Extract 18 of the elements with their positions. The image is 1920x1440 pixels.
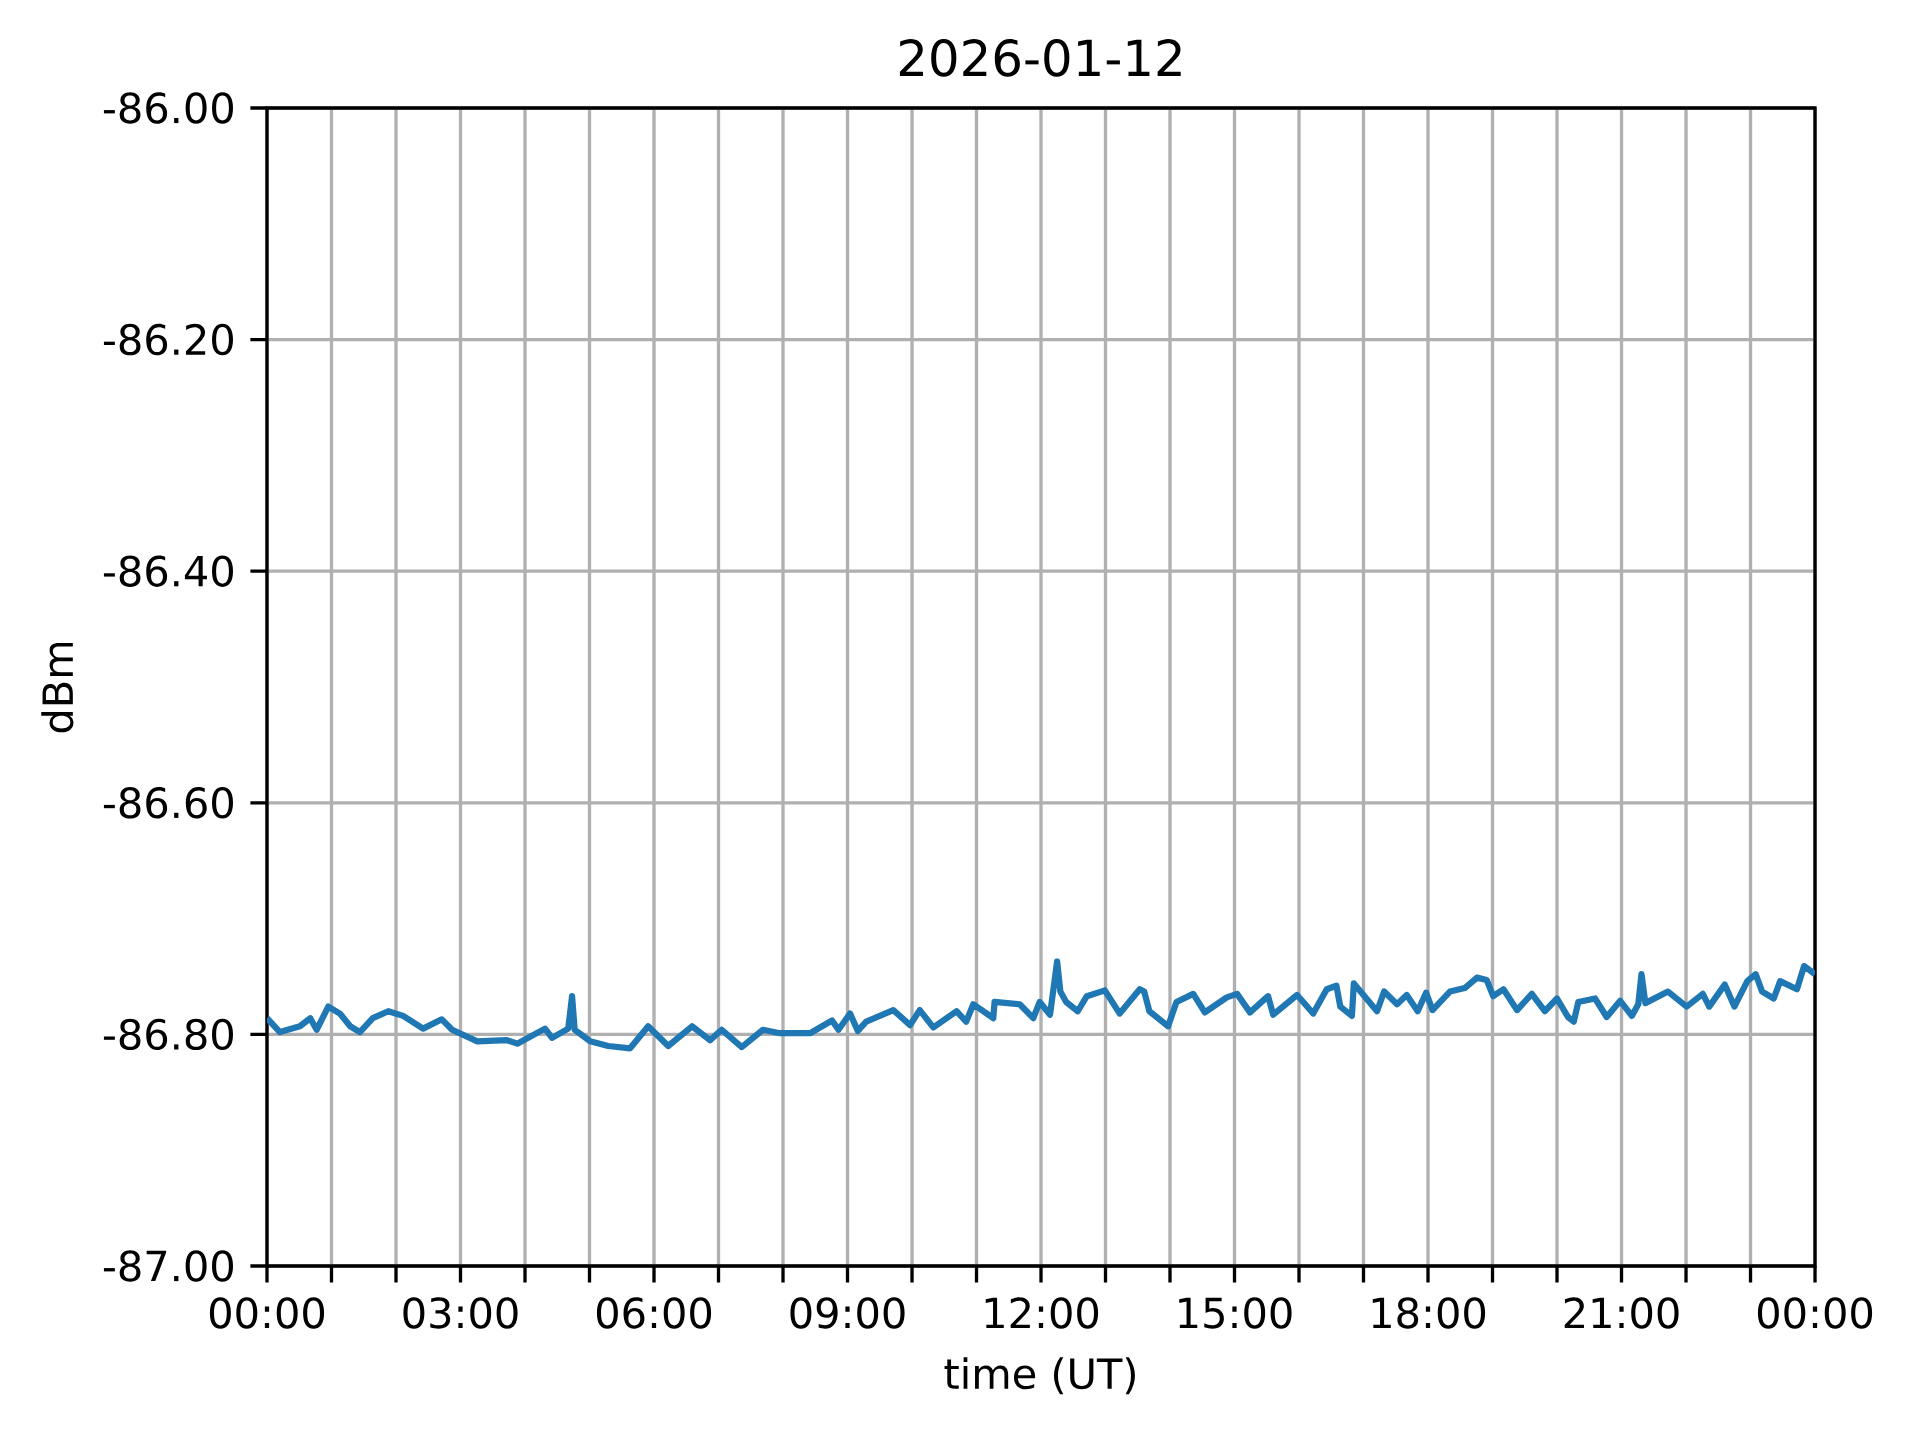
x-tick-label: 18:00 (1372, 1297, 1486, 1329)
x-tick-label: 09:00 (790, 1297, 905, 1329)
y-tick-label: -86.40 (103, 555, 233, 587)
x-tick-label: 21:00 (1564, 1297, 1679, 1329)
y-tick-label: -86.60 (103, 787, 233, 819)
x-tick-label: 03:00 (403, 1297, 518, 1329)
x-tick-label: 00:00 (1757, 1297, 1873, 1329)
y-tick-label: -86.20 (103, 323, 233, 356)
x-tick-label: 12:00 (985, 1297, 1099, 1329)
y-axis-title: dBm (41, 642, 74, 733)
y-tick-label: -86.00 (103, 92, 233, 124)
x-tick-label: 15:00 (1179, 1297, 1292, 1329)
x-axis-title: time (UT) (944, 1357, 1135, 1395)
chart-title: 2026-01-12 (899, 39, 1181, 77)
y-tick-label: -86.80 (103, 1018, 233, 1051)
x-tick-label: 00:00 (209, 1297, 325, 1329)
y-tick-label: -87.00 (103, 1250, 233, 1282)
x-tick-label: 06:00 (596, 1297, 712, 1329)
